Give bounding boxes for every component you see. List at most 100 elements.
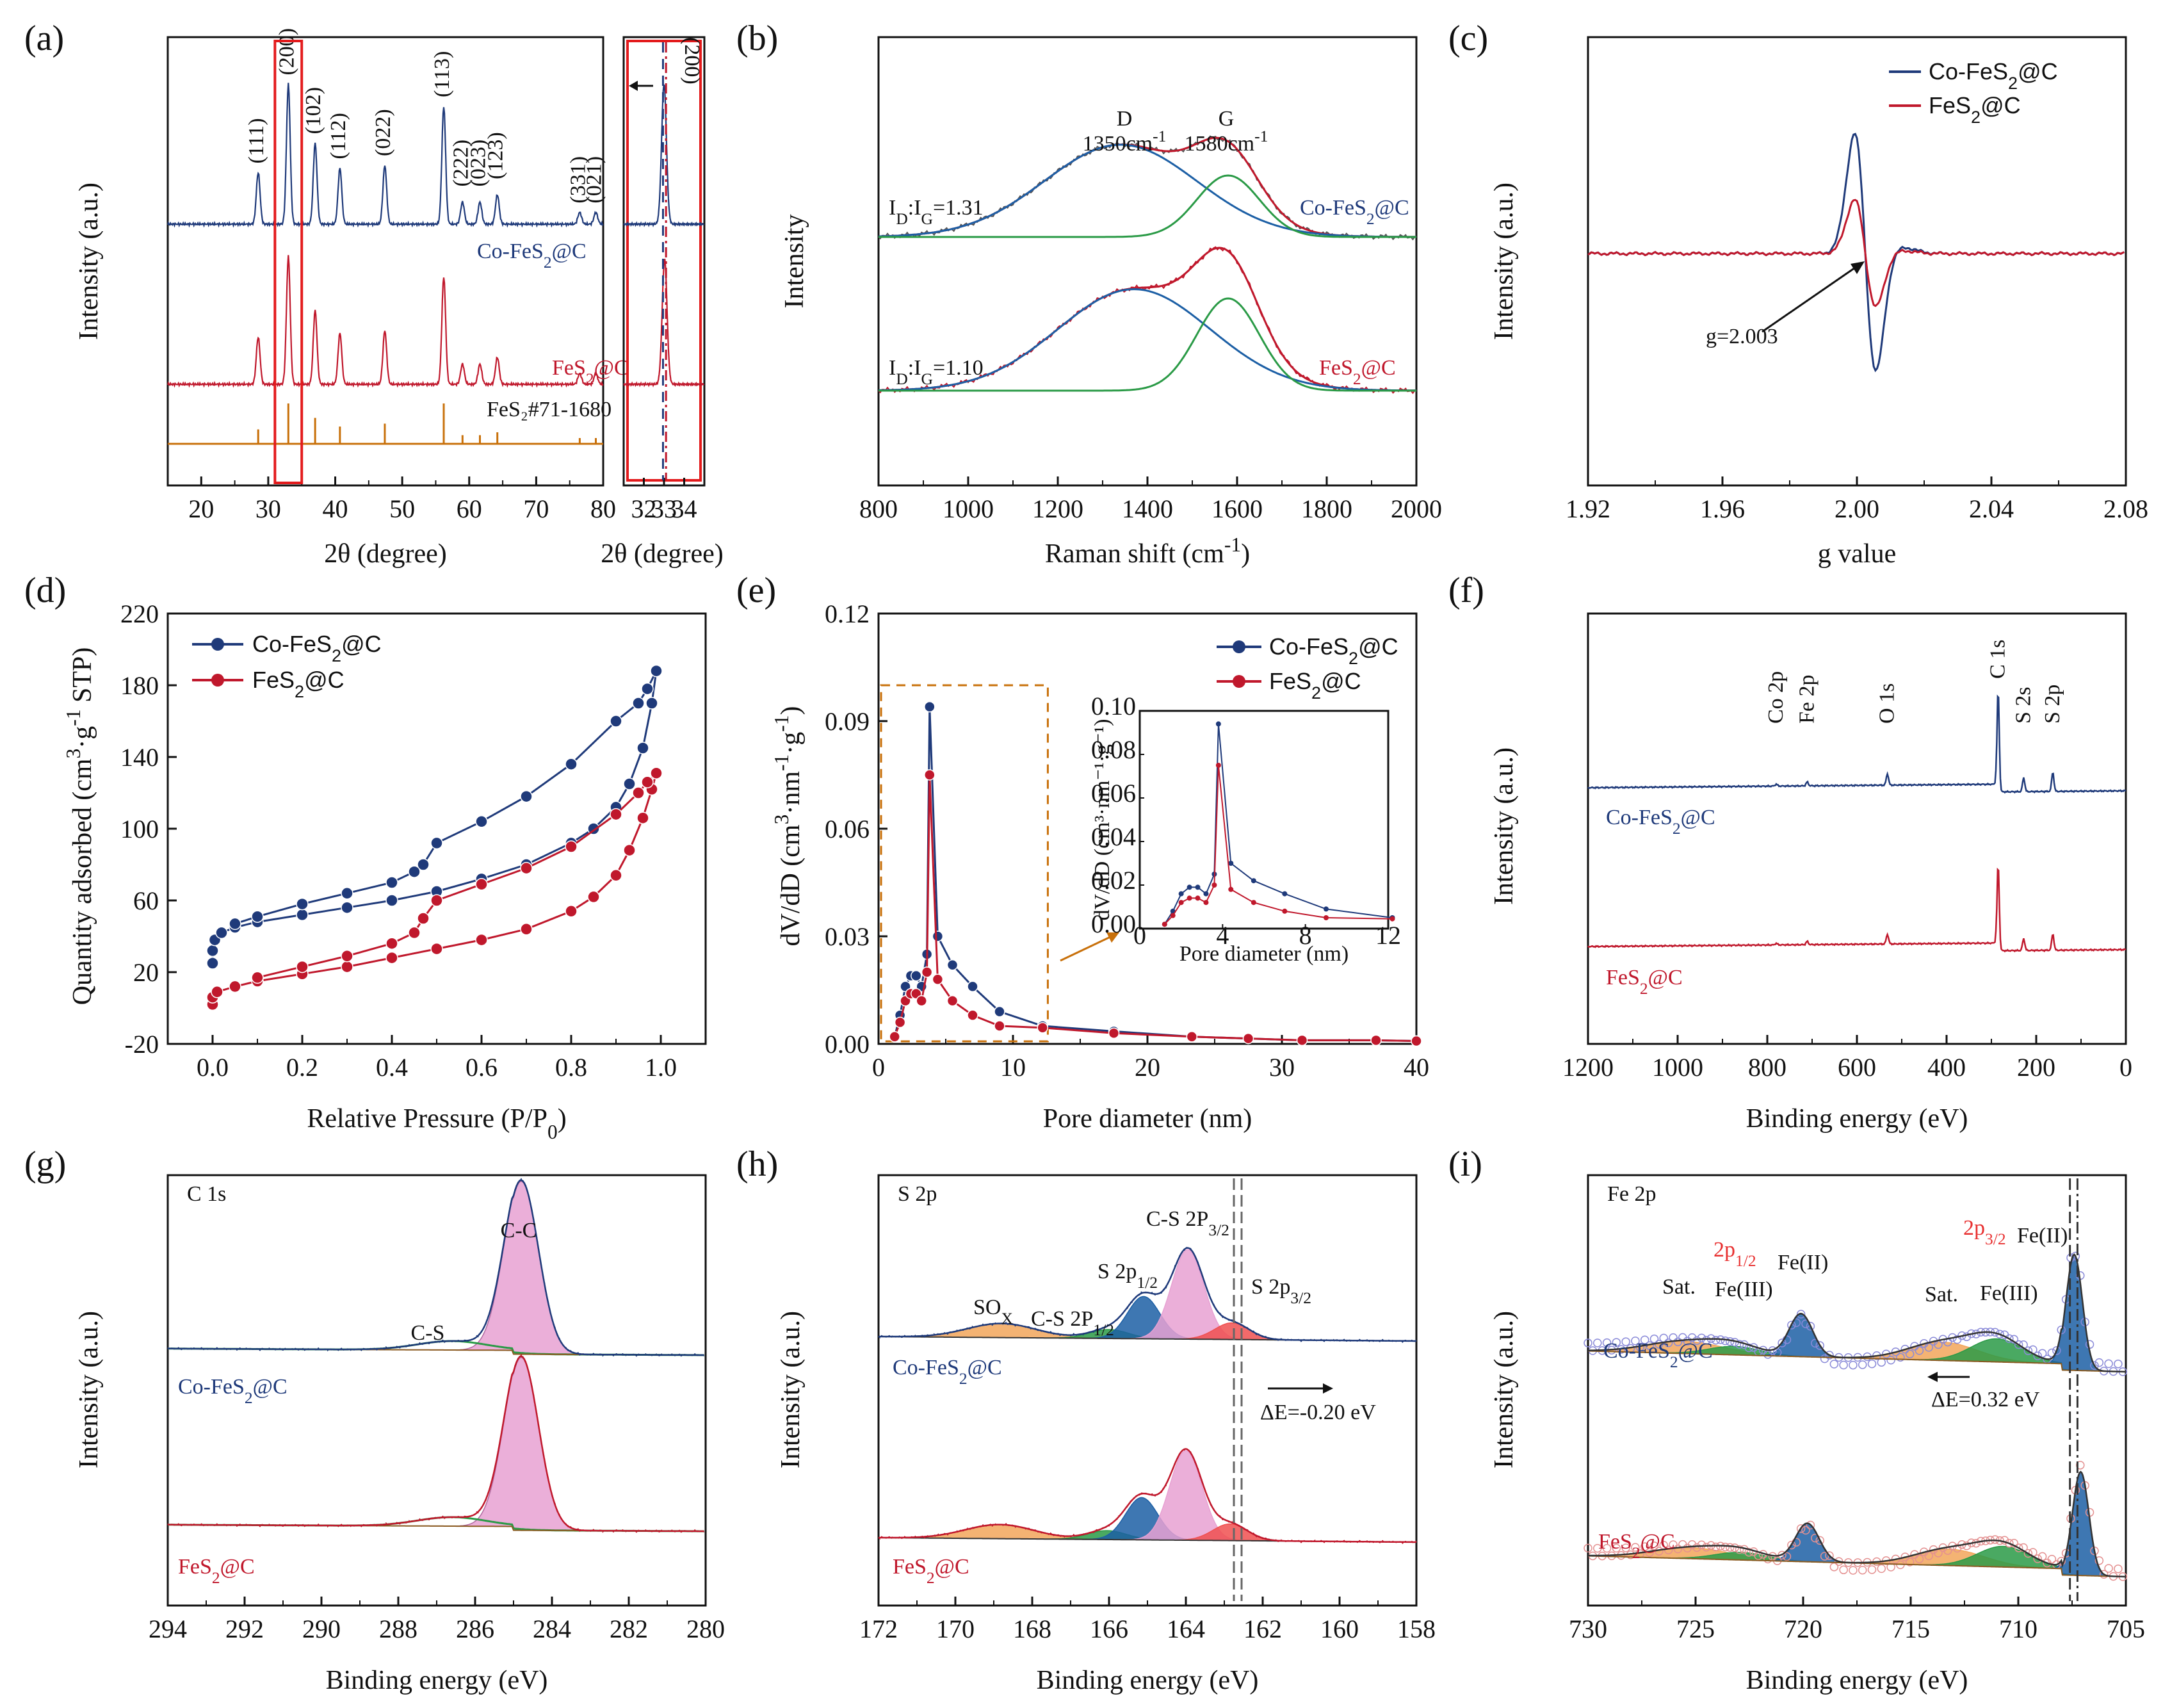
psd-line	[893, 774, 1417, 1042]
label-part: @C	[1321, 668, 1361, 694]
label-part: X	[1001, 1309, 1012, 1328]
x-tick-label: 292	[225, 1614, 264, 1643]
raw-data-point	[1962, 1541, 1972, 1550]
raw-data-point	[1820, 1552, 1829, 1561]
series-label: FeS2@C	[1606, 966, 1683, 998]
x-tick-label: 70	[523, 494, 549, 523]
reference-label: FeS₂#71-1680	[487, 398, 612, 421]
label-part: FeS	[552, 356, 586, 380]
label-part: -1	[770, 754, 793, 771]
inset-psd-point	[1282, 891, 1288, 897]
raw-data-point	[1905, 1558, 1915, 1566]
x-tick-label: 715	[1892, 1614, 1930, 1643]
x-tick-label: 705	[2107, 1614, 2145, 1643]
peak-label: Co 2p	[1764, 671, 1788, 724]
label-part: 2	[212, 1568, 220, 1587]
psd-point	[1242, 1032, 1254, 1045]
raw-data-point	[1995, 1330, 2004, 1338]
x-tick-label: 30	[255, 494, 281, 523]
label-part: )	[1241, 539, 1250, 569]
x-axis-label: Binding energy (eV)	[1746, 1104, 1968, 1134]
raw-data-point	[2114, 1359, 2123, 1369]
inset-psd-point	[1215, 721, 1221, 727]
y-axis-label: Quantity adsorbed (cm3·g-1 STP)	[62, 647, 98, 1005]
isotherm-point	[623, 843, 636, 857]
hkl-label: (021)	[582, 156, 606, 204]
label-part: @C	[304, 667, 344, 693]
raw-data-point	[2099, 1570, 2109, 1579]
cs32-label: C-S 2P3/2	[1146, 1207, 1229, 1239]
raw-data-point	[1697, 1333, 1706, 1342]
raw-data-point	[1962, 1332, 1972, 1342]
x-tick-label: 10	[1000, 1053, 1026, 1082]
y-tick-label: 220	[120, 599, 159, 628]
label-part: FeS	[1598, 1530, 1632, 1554]
label-part: STP)	[68, 647, 97, 710]
psd-point	[1296, 1034, 1308, 1046]
fit-line	[168, 1179, 704, 1356]
psd-point	[1108, 1027, 1120, 1039]
panel-a: (a) 20 30 40 50 60 70 80 2θ (degree) Intensity (a…	[24, 19, 724, 569]
label-part: ·g	[776, 732, 806, 754]
x-axis-label: Relative Pressure (P/P0)	[307, 1104, 566, 1143]
panel-c: (c) 1.92 1.96 2.00 2.04 2.08 g value Intensity …	[1448, 19, 2148, 569]
label-part: S 2p	[1098, 1260, 1137, 1283]
label-part: 1350cm	[1083, 132, 1153, 156]
label-part: @C	[253, 1375, 288, 1399]
raw-data-point	[1673, 1544, 1683, 1554]
peak-label: S 2s	[2011, 687, 2035, 724]
inset-y-tick-label: 0.04	[1091, 822, 1136, 851]
isotherm-point	[475, 878, 488, 891]
raw-data-point	[1815, 1536, 1824, 1545]
y-tick-label: 100	[120, 815, 159, 843]
panel-f: (f) 1200 1000 800 600 400 200 0 Binding energy (…	[1448, 571, 2132, 1134]
x-tick-label: 20	[188, 494, 214, 523]
isotherm-point	[610, 715, 622, 728]
inset-psd-point	[1187, 884, 1192, 890]
x-tick-label: 40	[323, 494, 348, 523]
raw-data-point	[2104, 1564, 2113, 1573]
y-tick-label: 0.03	[825, 922, 870, 951]
isotherm-point	[650, 664, 663, 678]
cs-component	[168, 1516, 704, 1533]
raw-data-point	[1744, 1343, 1754, 1353]
raw-data-point	[2057, 1556, 2066, 1566]
panel-label: (e)	[736, 571, 776, 610]
isotherm-point	[610, 808, 622, 821]
x-tick-label: 284	[533, 1614, 571, 1643]
ratio-label: ID:IG=1.31	[889, 196, 984, 228]
xrd-series-line	[166, 255, 604, 388]
x-axis-label: g value	[1818, 539, 1896, 569]
series-label: Co-FeS2@C	[1603, 1339, 1713, 1371]
label-part: @C	[1361, 356, 1396, 380]
raw-data-point	[2071, 1251, 2080, 1261]
raw-data-point	[1924, 1551, 1933, 1561]
hkl-label: (123)	[484, 132, 508, 179]
label-part: @C	[220, 1555, 255, 1579]
inset-y-axis-label: dV/dD (cm³·nm⁻¹·g⁻¹)	[1090, 719, 1114, 921]
raw-data-point	[1692, 1543, 1701, 1552]
inset-psd-point	[1251, 878, 1256, 884]
fit-line	[1588, 1253, 2126, 1373]
inset-x-tick-label: 33	[651, 494, 677, 523]
x-tick-label: 164	[1167, 1614, 1205, 1643]
isotherm-point	[641, 776, 654, 788]
panel-i: (i) 730 725 720 715 710 705 Binding energy (eV)…	[1448, 1144, 2145, 1695]
label-part: FeS	[1606, 966, 1640, 989]
label-part: @C	[1681, 806, 1715, 829]
inset-x-tick-label: 8	[1299, 921, 1312, 950]
hkl-label: (022)	[371, 109, 395, 156]
inset-psd-point	[1324, 915, 1329, 920]
label-part: 2p	[1713, 1238, 1735, 1262]
raw-data-point	[1631, 1543, 1640, 1552]
raw-data-point	[1796, 1310, 1806, 1319]
label-part: 2	[586, 370, 594, 388]
label-part: Co-FeS	[1929, 58, 2008, 85]
raw-data-point	[1721, 1542, 1730, 1552]
label-part: 1/2	[1093, 1321, 1114, 1339]
isotherm-point	[251, 971, 264, 984]
inset-psd-point	[1203, 900, 1209, 906]
label-part: =1.10	[933, 356, 984, 380]
hkl-label: (200)	[275, 28, 298, 76]
raw-data-point	[1702, 1336, 1711, 1345]
